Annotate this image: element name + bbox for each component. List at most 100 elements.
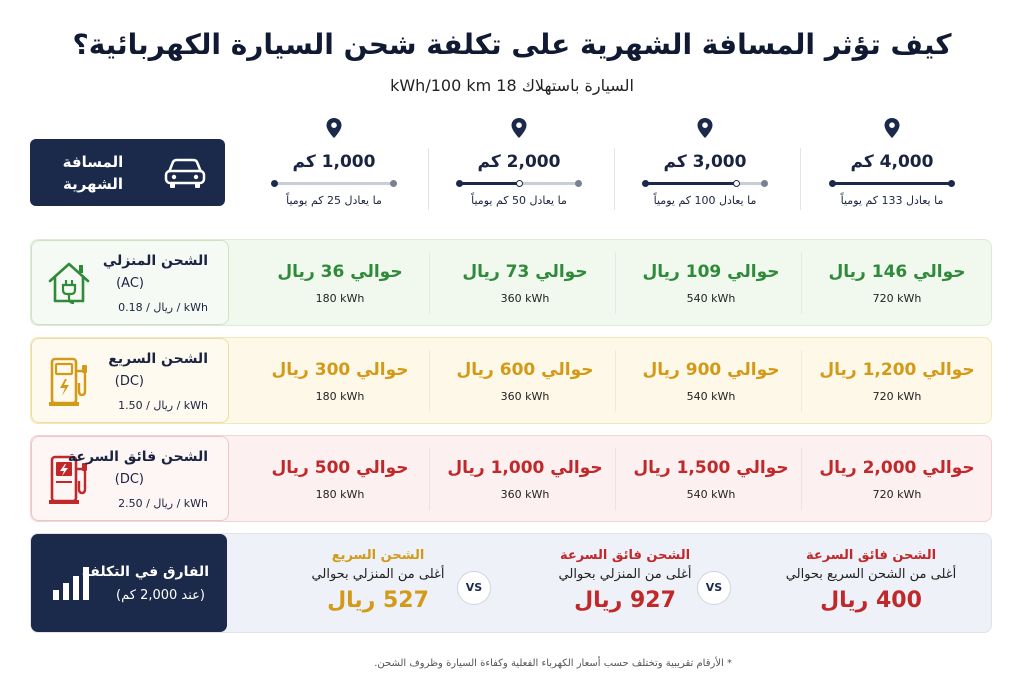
home-charging-rate: 0.18 / ريال / kWh	[118, 301, 208, 314]
distance-column-4000: 4,000 كم ما يعادل 133 كم يومياً	[807, 118, 977, 218]
vs-badge: VS	[697, 571, 731, 605]
fast-charging-row: الشحن السريع (DC) 1.50 / ريال / kWh حوال…	[30, 337, 992, 424]
ultra-fast-charging-row: الشحن فائق السرعة (DC) 2.50 / ريال / kWh…	[30, 435, 992, 522]
cost-value: حوالي 146 ريال	[828, 262, 966, 282]
ultra-fast-charging-title: الشحن فائق السرعة	[67, 449, 208, 465]
home-cost-4000: حوالي 146 ريال 720 kWh	[807, 240, 987, 325]
cost-difference-title: الفارق في التكلفة	[81, 564, 209, 580]
cost-difference-row: الفارق في التكلفة (عند 2,000 كم) الشحن ف…	[30, 533, 992, 633]
home-charging-row: الشحن المنزلي (AC) 0.18 / ريال / kWh حوا…	[30, 239, 992, 326]
cost-difference-label: الفارق في التكلفة (عند 2,000 كم)	[31, 534, 227, 632]
fast-cost-2000: حوالي 600 ريال 360 kWh	[435, 338, 615, 423]
difference-value: 927 ريال	[574, 588, 676, 613]
cell-divider	[801, 350, 802, 412]
cell-divider	[429, 350, 430, 412]
distance-per-day: ما يعادل 133 كم يومياً	[840, 194, 944, 207]
cost-value: حوالي 900 ريال	[642, 360, 780, 380]
home-charging-label: الشحن المنزلي (AC) 0.18 / ريال / kWh	[31, 240, 229, 325]
ultra-fast-charging-label: الشحن فائق السرعة (DC) 2.50 / ريال / kWh	[31, 436, 229, 521]
difference-ultra-vs-fast: الشحن فائق السرعة أغلى من الشحن السريع ب…	[771, 548, 971, 613]
distance-column-2000: 2,000 كم ما يعادل 50 كم يومياً	[434, 118, 604, 218]
ultra-fast-charging-type: (DC)	[114, 472, 144, 487]
difference-fast-vs-home: الشحن السريع أغلى من المنزلي بحوالي 527 …	[278, 548, 478, 613]
distance-progress-bar	[642, 180, 768, 187]
column-divider	[800, 148, 801, 210]
page-title: كيف تؤثر المسافة الشهرية على تكلفة شحن ا…	[72, 28, 952, 61]
bar-chart-icon	[53, 567, 89, 600]
energy-value: 360 kWh	[500, 390, 550, 403]
cell-divider	[615, 448, 616, 510]
cell-divider	[429, 448, 430, 510]
cost-value: حوالي 2,000 ريال	[819, 458, 975, 478]
fast-charging-title: الشحن السريع	[108, 351, 208, 367]
distance-column-1000: 1,000 كم ما يعادل 25 كم يومياً	[249, 118, 419, 218]
ultra-fast-charger-icon	[49, 455, 87, 504]
distance-km: 3,000 كم	[663, 152, 747, 172]
car-icon	[164, 158, 206, 188]
fast-cost-4000: حوالي 1,200 ريال 720 kWh	[807, 338, 987, 423]
cost-value: حوالي 109 ريال	[642, 262, 780, 282]
energy-value: 540 kWh	[686, 488, 736, 501]
ultra-cost-2000: حوالي 1,000 ريال 360 kWh	[435, 436, 615, 521]
footnote: * الأرقام تقريبية وتختلف حسب أسعار الكهر…	[374, 658, 732, 669]
energy-value: 540 kWh	[686, 390, 736, 403]
cost-value: حوالي 600 ريال	[456, 360, 594, 380]
monthly-distance-label: المسافة الشهرية	[30, 139, 225, 206]
distance-progress-bar	[271, 180, 397, 187]
cost-value: حوالي 36 ريال	[277, 262, 403, 282]
monthly-distance-line1: المسافة	[62, 152, 124, 171]
progress-marker	[732, 180, 740, 187]
distance-per-day: ما يعادل 100 كم يومياً	[653, 194, 757, 207]
cost-value: حوالي 73 ريال	[462, 262, 588, 282]
ultra-fast-charging-rate: 2.50 / ريال / kWh	[118, 497, 208, 510]
column-divider	[614, 148, 615, 210]
distance-km: 2,000 كم	[477, 152, 561, 172]
difference-heading: الشحن السريع	[331, 548, 425, 563]
fast-charging-rate: 1.50 / ريال / kWh	[118, 399, 208, 412]
home-charging-type: (AC)	[116, 276, 144, 291]
cost-difference-note: (عند 2,000 كم)	[116, 588, 205, 603]
fast-cost-1000: حوالي 300 ريال 180 kWh	[250, 338, 430, 423]
cost-value: حوالي 500 ريال	[271, 458, 409, 478]
home-charger-icon	[48, 262, 90, 305]
energy-value: 720 kWh	[872, 390, 922, 403]
cost-value: حوالي 1,200 ريال	[819, 360, 975, 380]
energy-value: 360 kWh	[500, 488, 550, 501]
cell-divider	[801, 252, 802, 314]
energy-value: 720 kWh	[872, 292, 922, 305]
home-cost-1000: حوالي 36 ريال 180 kWh	[250, 240, 430, 325]
ultra-cost-3000: حوالي 1,500 ريال 540 kWh	[621, 436, 801, 521]
map-pin-icon	[697, 118, 713, 138]
cost-value: حوالي 300 ريال	[271, 360, 409, 380]
distance-column-3000: 3,000 كم ما يعادل 100 كم يومياً	[620, 118, 790, 218]
difference-value: 527 ريال	[327, 588, 429, 613]
cell-divider	[429, 252, 430, 314]
cost-value: حوالي 1,000 ريال	[447, 458, 603, 478]
progress-marker	[516, 180, 523, 187]
fast-charging-label: الشحن السريع (DC) 1.50 / ريال / kWh	[31, 338, 229, 423]
energy-value: 720 kWh	[872, 488, 922, 501]
ultra-cost-4000: حوالي 2,000 ريال 720 kWh	[807, 436, 987, 521]
fast-cost-3000: حوالي 900 ريال 540 kWh	[621, 338, 801, 423]
cell-divider	[801, 448, 802, 510]
energy-value: 540 kWh	[686, 292, 736, 305]
column-divider	[428, 148, 429, 210]
energy-value: 180 kWh	[315, 292, 365, 305]
distance-progress-bar	[829, 180, 955, 187]
map-pin-icon	[511, 118, 527, 138]
distance-per-day: ما يعادل 50 كم يومياً	[471, 194, 567, 207]
difference-value: 400 ريال	[820, 588, 922, 613]
home-charging-title: الشحن المنزلي	[102, 253, 208, 269]
home-cost-3000: حوالي 109 ريال 540 kWh	[621, 240, 801, 325]
home-cost-2000: حوالي 73 ريال 360 kWh	[435, 240, 615, 325]
distance-km: 1,000 كم	[292, 152, 376, 172]
distance-progress-bar	[456, 180, 582, 187]
vs-badge: VS	[457, 571, 491, 605]
difference-heading: الشحن فائق السرعة	[805, 548, 937, 563]
distance-km: 4,000 كم	[850, 152, 934, 172]
ultra-cost-1000: حوالي 500 ريال 180 kWh	[250, 436, 430, 521]
energy-value: 360 kWh	[500, 292, 550, 305]
cell-divider	[615, 252, 616, 314]
difference-description: أغلى من المنزلي بحوالي	[311, 567, 445, 582]
difference-description: أغلى من المنزلي بحوالي	[558, 567, 692, 582]
